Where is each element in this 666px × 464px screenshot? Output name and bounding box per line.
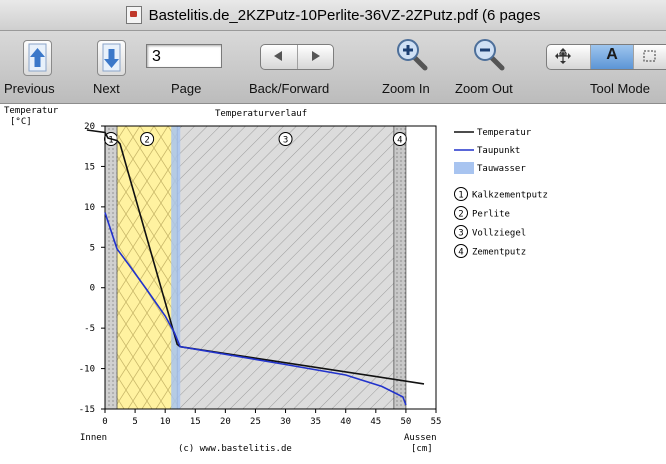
legend-layer-name-2: Perlite (472, 210, 510, 220)
x-tick-label: 55 (431, 417, 442, 427)
y-axis-label: Temperatur (4, 106, 59, 116)
window-title-bar: Bastelitis.de_2KZPutz-10Perlite-36VZ-2ZP… (0, 0, 666, 31)
chart-title: Temperaturverlauf (215, 109, 307, 119)
plot-frame (104, 125, 437, 410)
legend-layer-name-4: Zementputz (472, 248, 526, 258)
legend-layer-number-2: 2 (458, 210, 463, 220)
x-tick-label: 0 (102, 417, 107, 427)
move-tool-button[interactable] (547, 45, 590, 69)
y-tick-label: 5 (90, 243, 95, 253)
page-label: Page (171, 81, 202, 96)
text-select-icon: A (606, 46, 618, 63)
layer-marker-label-1: 1 (108, 136, 113, 146)
forward-button[interactable] (296, 45, 334, 69)
x-tick-label: 15 (190, 417, 201, 427)
layer-pattern-4 (393, 126, 406, 409)
layer-pattern-1 (105, 126, 118, 409)
arrow-down-icon (102, 43, 121, 72)
legend-label-temperatur: Temperatur (477, 128, 532, 138)
x-tick-label: 30 (280, 417, 291, 427)
forward-arrow-icon (311, 51, 320, 61)
layer-marker-label-3: 3 (283, 136, 288, 146)
y-tick-label: 15 (84, 162, 95, 172)
x-axis-unit: [cm] (411, 444, 433, 454)
y-tick-label: 0 (90, 284, 95, 294)
previous-button[interactable] (23, 40, 52, 76)
temperature-chart: 1 2 3 4 -15 -10 -5 0 5 10 15 20 0 5 10 15 20 25 30 35 40 45 50… (4, 106, 548, 454)
layer-pattern-3 (177, 126, 394, 409)
x-tick-label: 40 (340, 417, 351, 427)
x-tick-label: 50 (400, 417, 411, 427)
layer-marker-circle-3 (278, 132, 293, 146)
select-tool-button[interactable] (633, 45, 666, 69)
layer-pattern-2 (117, 126, 178, 409)
y-tick-label: 10 (84, 203, 95, 213)
x-tick-label: 20 (220, 417, 231, 427)
tauwasser-zone (171, 126, 181, 409)
layer-marker-label-2: 2 (144, 136, 149, 146)
layer-marker-label-4: 4 (397, 136, 402, 146)
x-tick-label: 10 (160, 417, 171, 427)
legend-label-taupunkt: Taupunkt (477, 146, 520, 156)
pdf-document-icon (125, 6, 142, 24)
page-number-input[interactable]: 3 (146, 44, 222, 68)
legend-layer-number-1: 1 (458, 191, 463, 201)
legend-layer-circle-4 (454, 244, 468, 258)
legend-layer-number-3: 3 (458, 229, 463, 239)
legend-layer-circle-2 (454, 206, 468, 220)
legend-layer-name-3: Vollziegel (472, 229, 526, 239)
next-button[interactable] (97, 40, 126, 76)
x-axis-label-left: Innen (80, 433, 107, 443)
next-label: Next (93, 81, 120, 96)
y-tick-label: 20 (84, 122, 95, 132)
zoom-in-label: Zoom In (382, 81, 430, 96)
toolbar: Previous Next 3 Page Back/Forward Zoom I… (0, 31, 666, 104)
legend-layer-name-1: Kalkzementputz (472, 191, 548, 201)
chart-credit: (c) www.bastelitis.de (178, 444, 292, 454)
zoom-out-icon[interactable] (471, 37, 507, 73)
move-icon (555, 48, 571, 64)
back-forward-label: Back/Forward (249, 81, 330, 96)
back-button[interactable] (261, 45, 297, 69)
x-tick-label: 45 (370, 417, 381, 427)
legend-swatch-tauwasser (454, 162, 474, 174)
layer-marker-circle-2 (140, 132, 155, 146)
back-arrow-icon (274, 51, 282, 61)
y-tick-label: -5 (84, 324, 95, 334)
series-line-taupunkt (104, 212, 407, 406)
previous-label: Previous (4, 81, 55, 96)
layer-marker-circle-4 (392, 132, 407, 146)
legend-layer-circle-3 (454, 225, 468, 239)
x-tick-label: 35 (310, 417, 321, 427)
y-tick-label: -10 (79, 365, 95, 375)
document-view[interactable]: 1 2 3 4 -15 -10 -5 0 5 10 15 20 0 5 10 15 20 25 30 35 40 45 50… (0, 104, 666, 459)
window-title: Bastelitis.de_2KZPutz-10Perlite-36VZ-2ZP… (148, 6, 541, 24)
back-forward-control (260, 44, 334, 70)
legend-layer-number-4: 4 (458, 248, 463, 258)
arrow-up-icon (28, 43, 47, 72)
legend-label-tauwasser: Tauwasser (477, 164, 526, 174)
x-tick-label: 5 (132, 417, 137, 427)
zoom-out-label: Zoom Out (455, 81, 513, 96)
zoom-in-icon[interactable] (394, 37, 430, 73)
y-tick-label: -15 (79, 405, 95, 415)
tool-mode-label: Tool Mode (590, 81, 650, 96)
x-tick-label: 25 (250, 417, 261, 427)
y-axis-unit: [°C] (10, 117, 32, 127)
tool-mode-control: A (546, 44, 666, 70)
legend-layer-circle-1 (454, 187, 468, 201)
marquee-select-icon (643, 50, 656, 62)
text-tool-button[interactable]: A (589, 45, 634, 69)
x-axis-label-right: Aussen (404, 433, 437, 443)
